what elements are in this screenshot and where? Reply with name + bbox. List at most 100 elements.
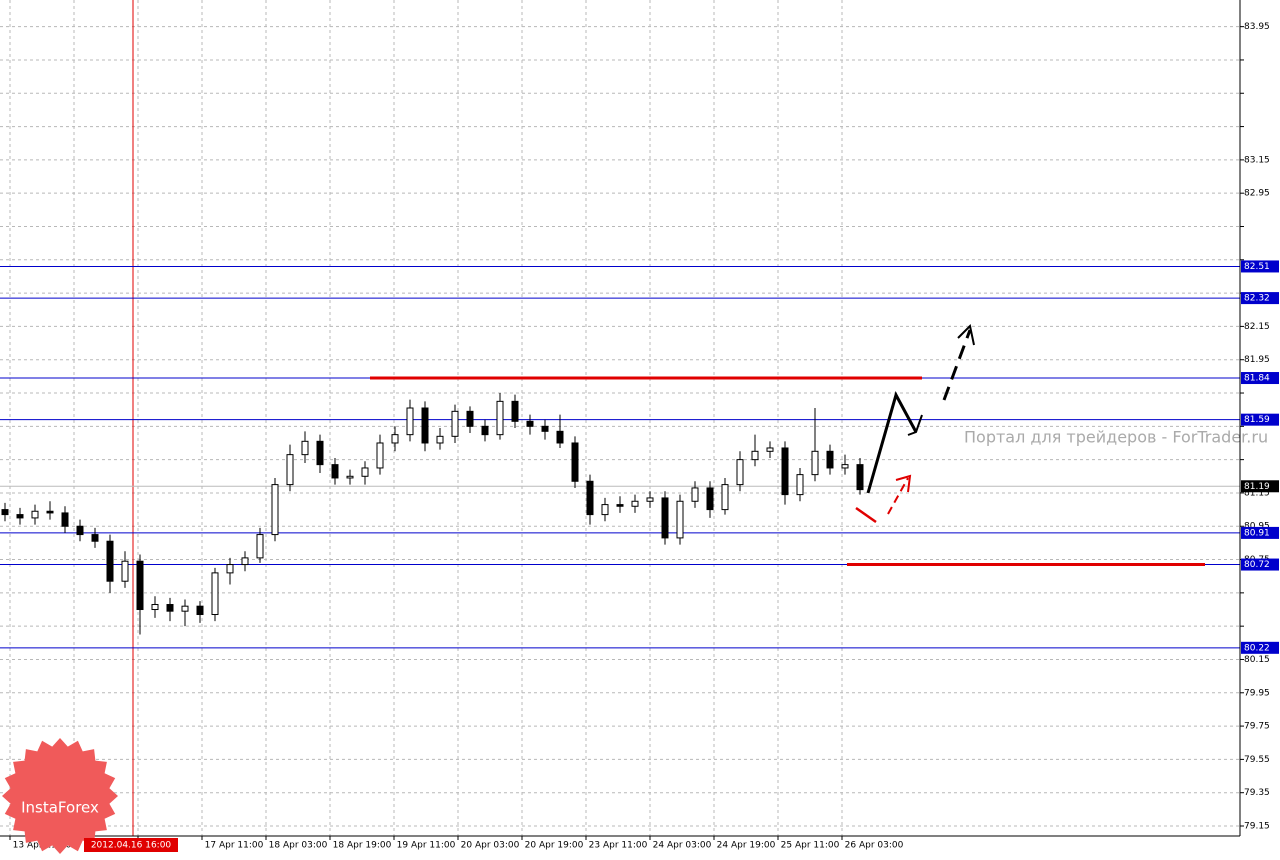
candle-body [31,510,39,519]
candle-body [376,442,384,469]
x-tick-label: 17 Apr 11:00 [205,841,264,851]
y-tick-label: 81.95 [1244,355,1270,365]
candle-body [406,407,414,436]
candle-body [166,604,174,612]
candle-body [841,464,849,469]
candle-body [781,447,789,496]
current-price-label: 81.19 [1244,482,1270,492]
candle-body [586,480,594,516]
candles [1,393,864,635]
x-tick-label: 24 Apr 03:00 [653,841,712,851]
grid [0,0,1240,836]
candle-body [196,605,204,616]
candle-body [436,435,444,444]
candle-body [76,525,84,536]
y-tick-label: 81.15 [1244,488,1270,498]
forecast-red-dashed [887,477,909,515]
level-label-bg [1241,413,1279,426]
levels [0,265,1240,649]
level-label: 81.59 [1244,415,1270,425]
arrow-head [957,323,975,346]
y-tick-label: 82.15 [1244,322,1270,332]
level-label-bg [1241,641,1279,654]
candle-body [256,534,264,559]
logo: InstaForex [2,738,118,854]
candle-body [286,454,294,486]
candle-body [211,572,219,616]
candle-body [106,540,114,582]
candle-body [796,474,804,496]
candle-body [811,450,819,476]
level-label: 82.51 [1244,262,1270,272]
candle-body [541,425,549,432]
x-tick-label: 18 Apr 19:00 [333,841,392,851]
level-label: 80.72 [1244,560,1270,570]
candle-body [301,440,309,456]
y-tick-label: 80.15 [1244,655,1270,665]
logo-text: InstaForex [21,799,99,817]
candle-body [451,410,459,437]
candle-body [736,459,744,486]
level-label-bg [1241,292,1279,305]
candle-body [721,484,729,511]
x-tick-label: 26 Apr 03:00 [845,841,904,851]
candle-body [331,464,339,479]
x-tick-label: 25 Apr 11:00 [781,841,840,851]
current-price-bg [1241,480,1279,493]
watermark: Портал для трейдеров - ForTrader.ru [964,428,1268,447]
candle-body [346,475,354,479]
x-tick-label: 24 Apr 19:00 [717,841,776,851]
candle-body [616,504,624,507]
x-tick-label: 19 Apr 11:00 [397,841,456,851]
x-tick-label: 18 Apr 03:00 [269,841,328,851]
logo-badge [2,738,118,854]
candle-body [571,442,579,482]
candle-body [676,500,684,539]
candle-body [391,434,399,444]
level-label: 82.32 [1244,294,1270,304]
candle-body [556,430,564,444]
forecast-dashed [942,329,972,401]
level-label-bg [1241,372,1279,385]
candle-body [181,605,189,612]
forecast-arrows [855,323,975,524]
candle-body [511,400,519,422]
level-label-bg [1241,260,1279,273]
x-tick-label: 20 Apr 19:00 [525,841,584,851]
candle-body [121,560,129,582]
arrow-head [895,474,912,493]
candle-body [691,487,699,502]
level-label: 80.91 [1244,528,1270,538]
candle-body [1,509,9,516]
y-tick-label: 79.95 [1244,688,1270,698]
candle-body [481,425,489,436]
candle-body [631,500,639,507]
candle-body [826,450,834,469]
level-label: 80.22 [1244,643,1270,653]
candle-body [226,564,234,574]
candle-body [61,512,69,527]
crosshair-label-bg [84,838,178,852]
candle-body [646,497,654,502]
crosshair-label: 2012.04.16 16:00 [91,841,172,851]
level-label-bg [1241,526,1279,539]
y-tick-label: 79.75 [1244,722,1270,732]
candle-body [496,400,504,436]
candle-body [421,407,429,444]
candle-body [16,514,24,519]
arrow-head [907,414,923,436]
candle-body [751,450,759,461]
candle-body [766,447,774,452]
forecast-red [855,506,877,524]
candle-body [151,604,159,611]
candle-body [361,467,369,477]
candle-body [466,410,474,427]
y-tick-label: 82.95 [1244,189,1270,199]
candle-body [241,557,249,566]
y-tick-label: 80.95 [1244,522,1270,532]
candle-body [271,484,279,536]
y-tick-label: 79.15 [1244,822,1270,832]
y-tick-label: 83.95 [1244,22,1270,32]
